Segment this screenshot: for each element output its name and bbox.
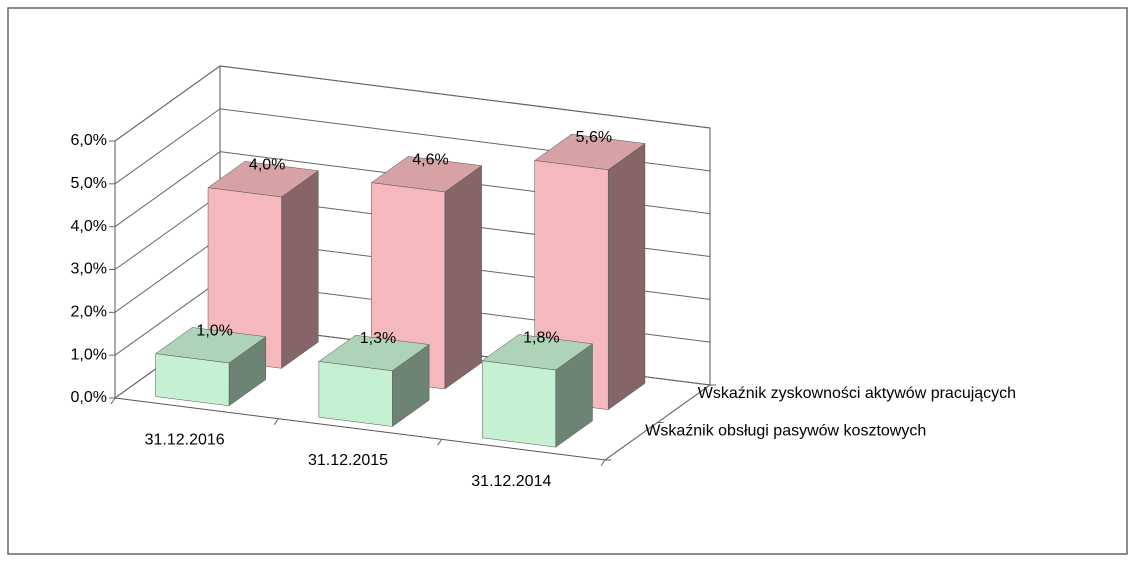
legend-label: Wskaźnik obsługi pasywów kosztowych (645, 422, 926, 439)
value-label: 1,3% (360, 330, 396, 347)
grid-line (114, 65, 711, 142)
grid-line (114, 108, 711, 185)
x-tick (437, 439, 443, 446)
bar-side (281, 170, 319, 369)
x-tick (273, 418, 279, 425)
legend-label: Wskaźnik zyskowności aktywów pracujących (698, 385, 1016, 402)
y-tick-label: 1,0% (71, 346, 107, 363)
y-tick-label: 2,0% (71, 304, 107, 321)
bar-side (607, 143, 646, 411)
value-label: 1,0% (196, 322, 232, 339)
y-tick-label: 0,0% (71, 389, 107, 406)
y-tick-label: 3,0% (71, 261, 107, 278)
bar (318, 361, 393, 427)
bar (155, 353, 230, 407)
value-label: 4,6% (412, 151, 448, 168)
x-tick (600, 459, 606, 467)
value-label: 5,6% (576, 129, 612, 146)
x-tick (110, 397, 116, 405)
x-tick-label: 31.12.2015 (308, 452, 388, 469)
x-tick-label: 31.12.2014 (471, 473, 551, 490)
value-label: 4,0% (249, 156, 285, 173)
y-tick-label: 6,0% (71, 132, 107, 149)
x-tick-label: 31.12.2016 (145, 432, 225, 449)
bar-side (444, 165, 482, 390)
bar (481, 360, 556, 448)
y-tick-label: 5,0% (71, 175, 107, 192)
y-tick-label: 4,0% (71, 218, 107, 235)
value-label: 1,8% (523, 329, 559, 346)
